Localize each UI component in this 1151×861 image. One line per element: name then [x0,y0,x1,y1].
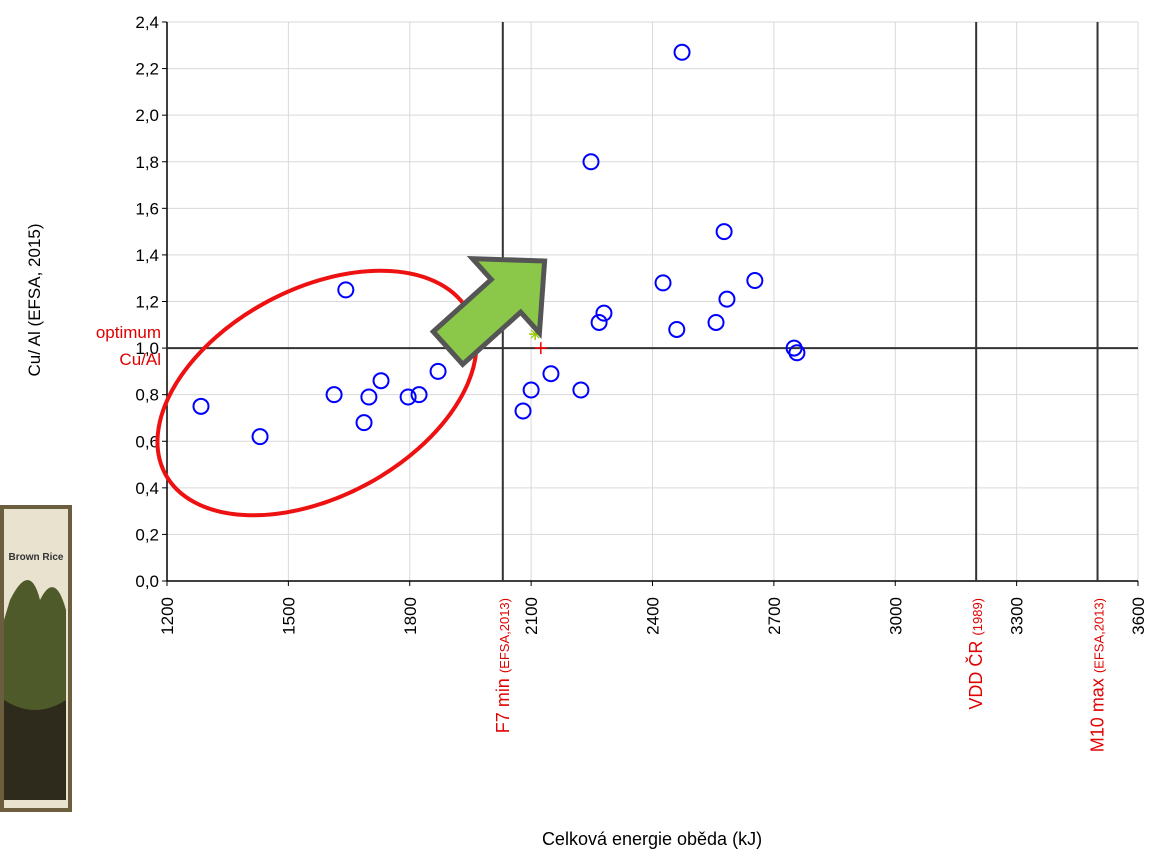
data-point [401,389,416,404]
data-point [431,364,446,379]
x-tick-label: 1200 [158,597,177,635]
arrow [415,224,579,385]
highlight-ellipse [116,220,517,565]
y-tick-label: 0,8 [135,386,159,405]
rice-image: Brown Rice [0,505,72,812]
optimum-label: optimum [96,323,161,342]
x-tick-label: 1800 [401,597,420,635]
chart: Brown Rice Cu/ Al (EFSA, 2015) Celková e… [0,0,1151,861]
data-point [717,224,732,239]
data-point [596,306,611,321]
y-tick-label: 0,4 [135,479,159,498]
data-point [357,415,372,430]
image-caption: Brown Rice [8,552,63,563]
data-point [516,403,531,418]
y-tick-label: 2,4 [135,13,159,32]
data-point [592,315,607,330]
data-point [709,315,724,330]
y-tick-label: 1,8 [135,153,159,172]
y-tick-label: 0,2 [135,525,159,544]
reference-name: M10 max [1088,678,1108,752]
data-point [338,282,353,297]
data-point [656,275,671,290]
special-point [535,342,547,354]
data-point [573,383,588,398]
arrow-shape [415,224,579,385]
data-point [719,292,734,307]
optimum-label: Cu/Al [119,350,161,369]
y-axis-label: Cu/ Al (EFSA, 2015) [25,223,44,376]
data-point [193,399,208,414]
data-point [543,366,558,381]
y-tick-label: 1,4 [135,246,159,265]
x-tick-label: 2100 [522,597,541,635]
y-tick-label: 1,6 [135,199,159,218]
x-tick-label: 2400 [644,597,663,635]
y-tick-label: 0,6 [135,432,159,451]
y-tick-label: 2,2 [135,60,159,79]
y-tick-label: 2,0 [135,106,159,125]
reference-note: (1989) [970,598,985,636]
reference-note: (EFSA,2013) [1092,598,1107,673]
data-point [669,322,684,337]
x-tick-label: 3000 [886,597,905,635]
x-tick-label: 2700 [765,597,784,635]
reference-name: VDD ČR [965,641,986,710]
x-tick-label: 1500 [279,597,298,635]
reference-label: F7 min (EFSA,2013) [493,598,513,733]
data-point [361,389,376,404]
reference-name: F7 min [493,678,513,733]
x-tick-label: 3600 [1129,597,1148,635]
reference-label: VDD ČR (1989) [965,598,986,710]
rice-base [4,700,66,800]
data-point [747,273,762,288]
y-tick-label: 0,0 [135,572,159,591]
x-tick-label: 3300 [1008,597,1027,635]
y-tick-label: 1,2 [135,293,159,312]
data-point [675,45,690,60]
x-axis-label: Celková energie oběda (kJ) [542,829,762,849]
plot-area: 0,00,20,40,60,81,01,21,41,61,82,02,22,41… [96,13,1148,752]
data-point [374,373,389,388]
reference-note: (EFSA,2013) [497,598,512,673]
reference-label: M10 max (EFSA,2013) [1088,598,1108,752]
data-point [253,429,268,444]
